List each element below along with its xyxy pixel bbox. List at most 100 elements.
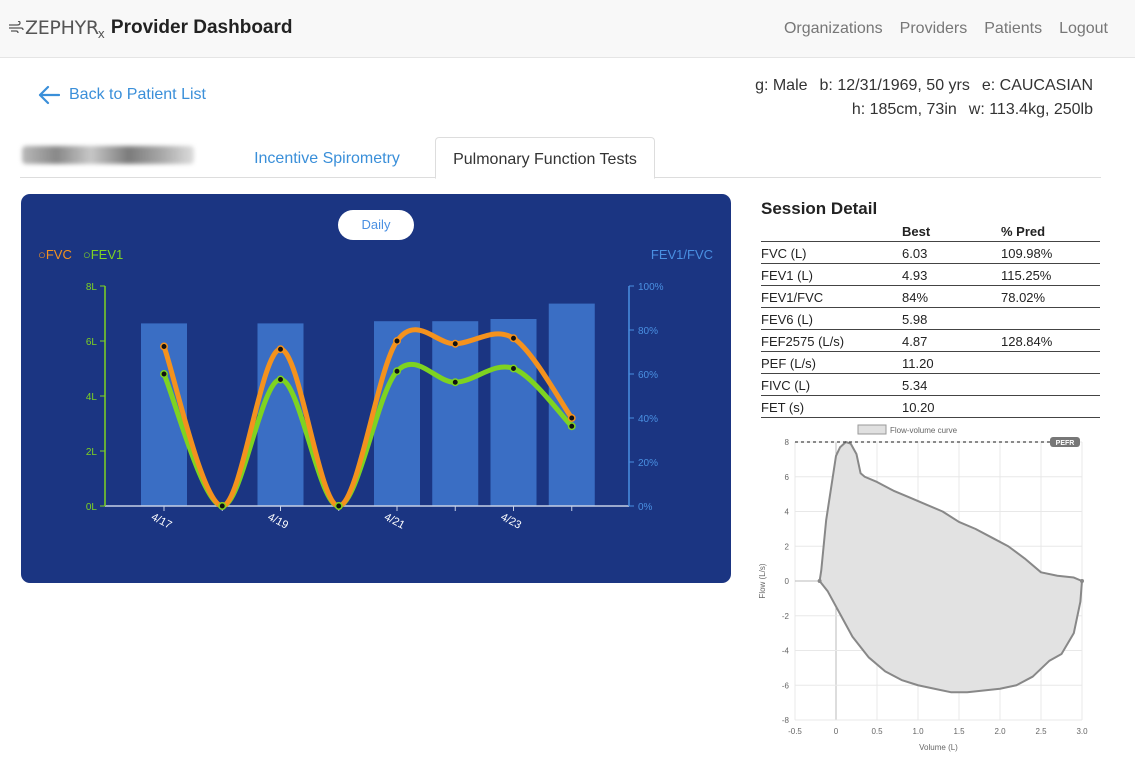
x-tick-label: 0.5 (871, 727, 883, 736)
table-row: FIVC (L) 5.34 (761, 373, 1100, 396)
y-tick-label: 0 (785, 577, 790, 586)
y-tick-label: -4 (782, 647, 790, 656)
fev1-point (567, 422, 576, 431)
pefr-label: PEFR (1056, 440, 1075, 447)
session-table-header: Best % Pred (761, 220, 1100, 242)
right-tick-label: 60% (638, 370, 658, 381)
left-tick-label: 6L (86, 337, 98, 348)
right-tick-label: 20% (638, 458, 658, 469)
legend-fev1-fvc: FEV1/FVC (650, 247, 713, 262)
table-row: FVC (L) 6.03 109.98% (761, 241, 1100, 264)
x-tick-label: 3.0 (1076, 727, 1088, 736)
top-navbar: ZEPHYR x Provider Dashboard Organization… (0, 0, 1135, 58)
y-axis-title: Flow (L/s) (758, 563, 767, 598)
metric-pred: 78.02% (1001, 285, 1100, 308)
y-tick-label: -6 (782, 681, 790, 690)
left-tick-label: 8L (86, 282, 98, 293)
metric-name: FVC (L) (761, 241, 902, 264)
x-axis-title: Volume (L) (919, 743, 958, 752)
curve-start-point (817, 579, 822, 583)
pefr-badge (1050, 437, 1080, 447)
demographics-line-1: g: Male b: 12/31/1969, 50 yrs e: CAUCASIAN (743, 77, 1093, 95)
back-to-patient-list-link[interactable]: Back to Patient List (38, 85, 206, 105)
chart-legend: ○FVC ○FEV1 (38, 247, 123, 262)
tab-pulmonary-function-tests[interactable]: Pulmonary Function Tests (435, 137, 655, 179)
metric-name: FEV1 (L) (761, 263, 902, 286)
fev1-fvc-bar (490, 319, 537, 506)
metric-best: 4.93 (902, 263, 1001, 286)
x-tick-label: 1.0 (912, 727, 924, 736)
x-tick-label: 2.0 (994, 727, 1006, 736)
trend-chart: 0L 2L 4L 6L 8L 0% 20% 40% 60% 80% 100% 4/17 4/19 4/21… (86, 282, 664, 532)
metric-best: 11.20 (902, 351, 1001, 374)
fev1-point (451, 378, 460, 387)
table-row: FEF2575 (L/s) 4.87 128.84% (761, 329, 1100, 352)
metric-pred (1001, 373, 1100, 396)
brand-zephyr: ZEPHYR (25, 17, 99, 39)
table-row: PEF (L/s) 11.20 (761, 351, 1100, 374)
nav-logout[interactable]: Logout (1059, 20, 1108, 37)
patient-name-redacted (22, 146, 194, 164)
arrow-left-icon (38, 85, 60, 105)
back-link-label: Back to Patient List (69, 86, 206, 103)
x-tick-label: 4/19 (266, 511, 291, 532)
daily-button[interactable]: Daily (338, 210, 414, 240)
y-tick-label: 4 (785, 508, 790, 517)
metric-name: FIVC (L) (761, 373, 902, 396)
metric-best: 84% (902, 285, 1001, 308)
metric-pred (1001, 307, 1100, 330)
right-tick-label: 0% (638, 502, 653, 513)
metric-name: FEV1/FVC (761, 285, 902, 308)
right-tick-label: 100% (638, 282, 664, 293)
tab-incentive-spirometry[interactable]: Incentive Spirometry (254, 150, 400, 167)
gender: g: Male (755, 77, 808, 94)
metric-pred: 115.25% (1001, 263, 1100, 286)
fev1-point (218, 502, 227, 510)
right-tick-label: 40% (638, 414, 658, 425)
trend-chart-panel: 0L 2L 4L 6L 8L 0% 20% 40% 60% 80% 100% 4/17 4/19 4/21… (21, 194, 731, 583)
nav-organizations[interactable]: Organizations (783, 20, 883, 37)
legend-fev1[interactable]: ○FEV1 (82, 247, 124, 262)
brand[interactable]: ZEPHYR x Provider Dashboard (8, 17, 293, 41)
metric-pred: 109.98% (1001, 241, 1100, 264)
ethnicity: e: CAUCASIAN (981, 77, 1093, 94)
fvc-point (451, 339, 460, 348)
fev1-point (160, 370, 168, 378)
session-detail-table: Best % Pred FVC (L) 6.03 109.98% FEV1 (L) 4… (761, 220, 1100, 418)
fev1-fvc-bar (257, 323, 304, 506)
fvc-point (509, 334, 518, 343)
session-detail-title: Session Detail (761, 199, 878, 218)
demographics-line-2: h: 185cm, 73in w: 113.4kg, 250lb (840, 101, 1093, 119)
metric-name: FET (s) (761, 395, 902, 418)
table-row: FET (s) 10.20 (761, 395, 1100, 418)
table-row: FEV1/FVC 84% 78.02% (761, 285, 1100, 308)
header-pred: % Pred (1001, 220, 1100, 242)
metric-name: PEF (L/s) (761, 351, 902, 374)
metric-best: 10.20 (902, 395, 1001, 418)
y-tick-label: -2 (782, 612, 790, 621)
curve-end-point (1080, 579, 1084, 583)
legend-swatch (857, 424, 887, 435)
nav-patients[interactable]: Patients (984, 20, 1043, 37)
brand-rx: x (97, 27, 105, 41)
nav-providers[interactable]: Providers (899, 20, 968, 37)
left-tick-label: 0L (86, 502, 98, 513)
metric-name: FEV6 (L) (761, 307, 902, 330)
metric-pred: 128.84% (1001, 329, 1100, 352)
fev1-point (334, 502, 343, 510)
birth-date: b: 12/31/1969, 50 yrs (819, 77, 970, 94)
legend-fvc[interactable]: ○FVC (38, 247, 72, 262)
header-best: Best (902, 220, 1001, 242)
metric-best: 6.03 (902, 241, 1001, 264)
metric-best: 5.34 (902, 373, 1001, 396)
weight: w: 113.4kg, 250lb (968, 101, 1093, 118)
header-metric (761, 220, 902, 242)
metric-best: 5.98 (902, 307, 1001, 330)
fev1-point (509, 364, 518, 373)
legend-label: Flow-volume curve (890, 426, 958, 435)
left-tick-label: 2L (86, 447, 98, 458)
metric-name: FEF2575 (L/s) (761, 329, 902, 352)
x-tick-label: 0 (834, 727, 839, 736)
metric-pred (1001, 395, 1100, 418)
x-tick-label: 4/23 (499, 511, 524, 532)
